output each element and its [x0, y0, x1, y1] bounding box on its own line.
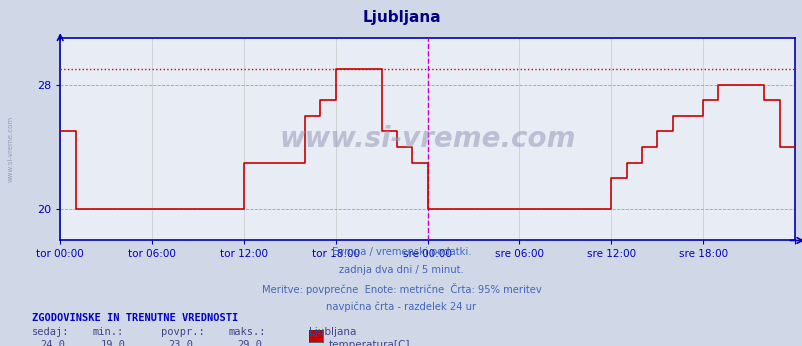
Text: 29,0: 29,0 [237, 340, 261, 346]
Text: www.si-vreme.com: www.si-vreme.com [279, 125, 575, 153]
Text: navpična črta - razdelek 24 ur: navpična črta - razdelek 24 ur [326, 301, 476, 312]
Text: Ljubljana: Ljubljana [309, 327, 356, 337]
Text: zadnja dva dni / 5 minut.: zadnja dva dni / 5 minut. [338, 265, 464, 275]
Text: temperatura[C]: temperatura[C] [328, 340, 409, 346]
Text: Evropa / vremenski podatki.: Evropa / vremenski podatki. [331, 247, 471, 257]
Text: 24,0: 24,0 [40, 340, 65, 346]
Text: www.si-vreme.com: www.si-vreme.com [7, 116, 14, 182]
Text: 23,0: 23,0 [168, 340, 193, 346]
Text: sedaj:: sedaj: [32, 327, 70, 337]
Text: povpr.:: povpr.: [160, 327, 204, 337]
Text: ZGODOVINSKE IN TRENUTNE VREDNOSTI: ZGODOVINSKE IN TRENUTNE VREDNOSTI [32, 313, 238, 323]
Text: 19,0: 19,0 [100, 340, 125, 346]
Text: Meritve: povprečne  Enote: metrične  Črta: 95% meritev: Meritve: povprečne Enote: metrične Črta:… [261, 283, 541, 295]
Text: Ljubljana: Ljubljana [362, 10, 440, 25]
Text: maks.:: maks.: [229, 327, 266, 337]
Text: min.:: min.: [92, 327, 124, 337]
